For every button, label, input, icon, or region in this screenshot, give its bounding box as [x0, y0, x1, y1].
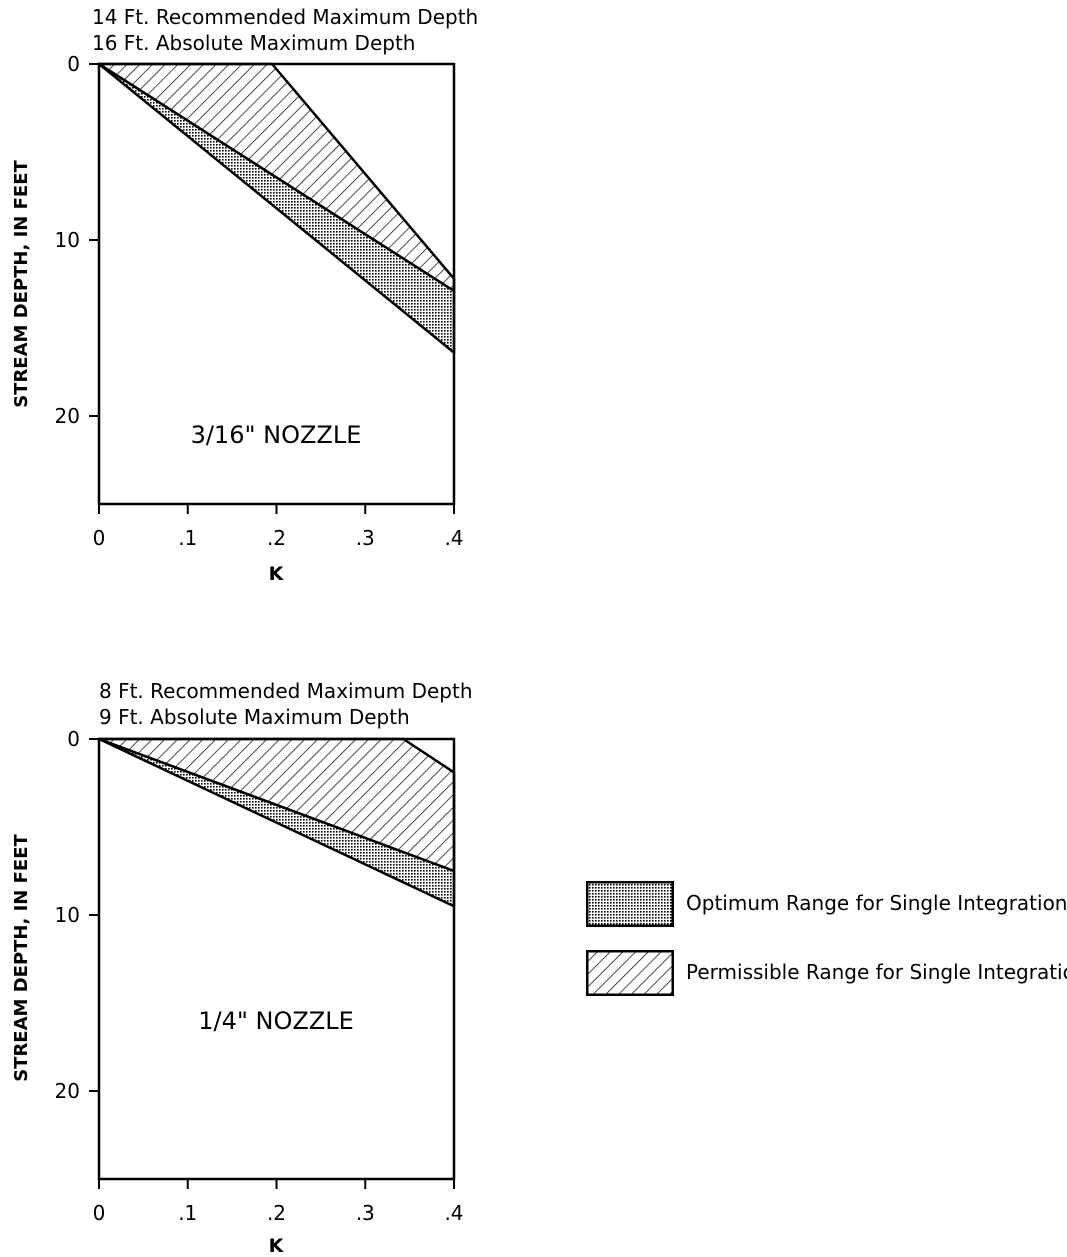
panel-3-16-nozzle: 14 Ft. Recommended Maximum Depth 16 Ft. …: [11, 5, 478, 585]
y-axis-label: STREAM DEPTH, IN FEET: [11, 159, 32, 407]
y-tick-label: 0: [67, 727, 80, 751]
note-recommended-depth: 8 Ft. Recommended Maximum Depth: [99, 679, 473, 703]
x-tick-label: .3: [356, 526, 375, 550]
x-tick-label: .4: [444, 526, 463, 550]
x-tick-label: .1: [178, 526, 197, 550]
x-axis: 0 .1 .2 .3 .4: [93, 504, 464, 550]
x-axis-label: K: [269, 563, 285, 585]
x-tick-label: .1: [178, 1201, 197, 1225]
x-tick-label: .2: [267, 1201, 286, 1225]
legend-label-optimum: Optimum Range for Single Integration: [686, 891, 1067, 915]
panel-label: 3/16" NOZZLE: [191, 421, 362, 449]
note-absolute-depth: 16 Ft. Absolute Maximum Depth: [92, 31, 415, 55]
legend-label-permissible: Permissible Range for Single Integration: [686, 960, 1067, 984]
x-axis-label: K: [269, 1235, 285, 1257]
note-absolute-depth: 9 Ft. Absolute Maximum Depth: [99, 705, 410, 729]
y-tick-label: 10: [55, 903, 80, 927]
y-axis-label: STREAM DEPTH, IN FEET: [11, 833, 32, 1081]
y-tick-label: 20: [55, 1079, 80, 1103]
permissible-swatch: [586, 950, 674, 996]
panel-1-4-nozzle: 8 Ft. Recommended Maximum Depth 9 Ft. Ab…: [11, 679, 473, 1257]
note-recommended-depth: 14 Ft. Recommended Maximum Depth: [92, 5, 478, 29]
x-axis: 0 .1 .2 .3 .4: [93, 1179, 464, 1225]
optimum-swatch: [586, 881, 674, 927]
panel-label: 1/4" NOZZLE: [198, 1007, 354, 1035]
y-axis: 0 10 20: [55, 727, 99, 1103]
y-tick-label: 10: [55, 228, 80, 252]
x-tick-label: .2: [267, 526, 286, 550]
x-tick-label: .3: [356, 1201, 375, 1225]
x-tick-label: 0: [93, 1201, 106, 1225]
legend-item-permissible: Permissible Range for Single Integration: [586, 950, 1067, 998]
legend-item-optimum: Optimum Range for Single Integration: [586, 881, 1067, 929]
y-tick-label: 0: [67, 52, 80, 76]
y-tick-label: 20: [55, 404, 80, 428]
x-tick-label: 0: [93, 526, 106, 550]
y-axis: 0 10 20: [55, 52, 99, 428]
x-tick-label: .4: [444, 1201, 463, 1225]
